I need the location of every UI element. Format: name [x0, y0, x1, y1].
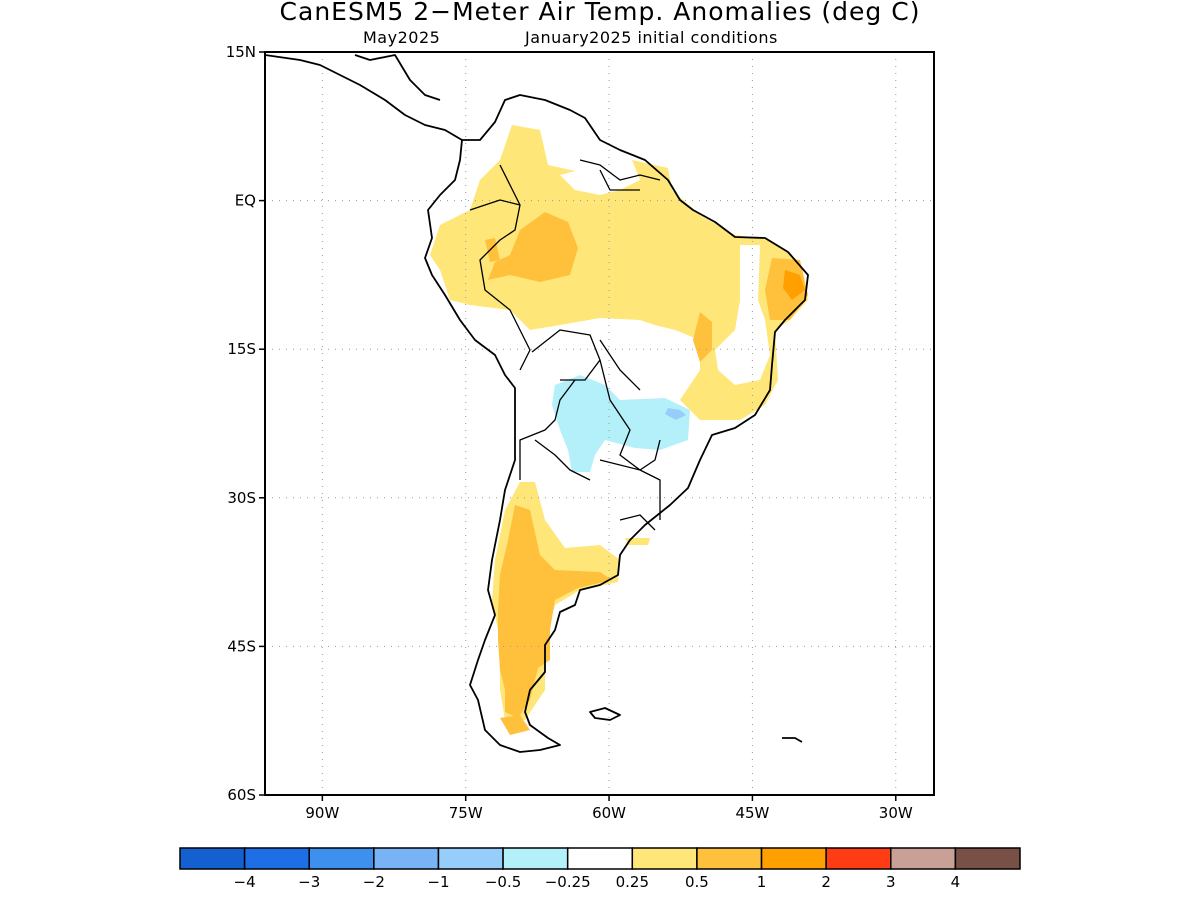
anomaly-region-patagonia-orange [498, 505, 612, 718]
legend-label: −2 [363, 873, 385, 891]
lat-tick-label: 30S [227, 489, 256, 507]
lon-tick-label: 75W [449, 804, 483, 822]
lat-tick-label: 60S [227, 786, 256, 804]
legend-swatch [890, 847, 957, 870]
coastline-south-georgia [782, 737, 803, 743]
coastline-falklands [589, 707, 621, 721]
init-conditions-label: January2025 initial conditions [525, 28, 778, 47]
color-legend: −4 −3 −2 −1 −0.5 −0.25 0.25 0.5 1 2 3 4 [179, 847, 1021, 891]
chart-title: CanESM5 2−Meter Air Temp. Anomalies (deg… [279, 0, 921, 26]
anomaly-region-ne-darkorange [783, 270, 805, 300]
legend-swatch [179, 847, 246, 870]
coastline-south-america [424, 94, 809, 753]
longitude-axis: 90W 75W 60W 45W 30W [305, 795, 913, 822]
coastline-central-america [265, 54, 463, 141]
legend-swatch [243, 847, 310, 870]
lat-tick-label: 15S [227, 340, 256, 358]
legend-swatch [373, 847, 440, 870]
legend-label: 2 [821, 873, 831, 891]
graticule [265, 52, 934, 795]
legend-label: 0.5 [685, 873, 709, 891]
lat-tick-label: 45S [227, 637, 256, 655]
anomaly-region-minas-orange [693, 312, 712, 362]
lon-tick-label: 90W [305, 804, 339, 822]
legend-swatch [631, 847, 698, 870]
lon-tick-label: 45W [735, 804, 769, 822]
legend-swatch [437, 847, 504, 870]
legend-label: 1 [757, 873, 767, 891]
anomaly-region-w-amazon-orange [488, 212, 578, 282]
legend-label: −1 [427, 873, 449, 891]
anomaly-region-guiana-white [560, 160, 640, 195]
lat-tick-label: EQ [235, 192, 256, 210]
legend-swatch [825, 847, 892, 870]
anomaly-region-paraguay-blue [552, 375, 690, 472]
legend-swatch [954, 847, 1021, 870]
legend-swatch [502, 847, 569, 870]
legend-swatch [308, 847, 375, 870]
legend-label: −0.5 [485, 873, 521, 891]
legend-label: −3 [298, 873, 320, 891]
legend-label: −4 [234, 873, 256, 891]
legend-swatch [760, 847, 827, 870]
legend-label: 4 [951, 873, 961, 891]
anomaly-region-amazon [430, 125, 808, 420]
legend-label: −0.25 [545, 873, 591, 891]
legend-label: 0.25 [616, 873, 649, 891]
coastlines [265, 54, 809, 753]
legend-label: 3 [886, 873, 896, 891]
latitude-axis: 15N EQ 15S 30S 45S 60S [226, 43, 265, 804]
legend-swatch [696, 847, 763, 870]
border-countries [469, 159, 661, 531]
anomaly-fill-layer [430, 125, 808, 735]
valid-month-label: May2025 [363, 28, 441, 47]
lon-tick-label: 60W [592, 804, 626, 822]
anomaly-region-ne-white [715, 245, 770, 385]
anomaly-region-tierra-orange [500, 715, 530, 735]
lat-tick-label: 15N [226, 43, 256, 61]
lon-tick-label: 30W [879, 804, 913, 822]
anomaly-region-paraguay-blue2 [665, 408, 686, 420]
map-frame [264, 51, 935, 796]
legend-swatch [566, 847, 634, 870]
